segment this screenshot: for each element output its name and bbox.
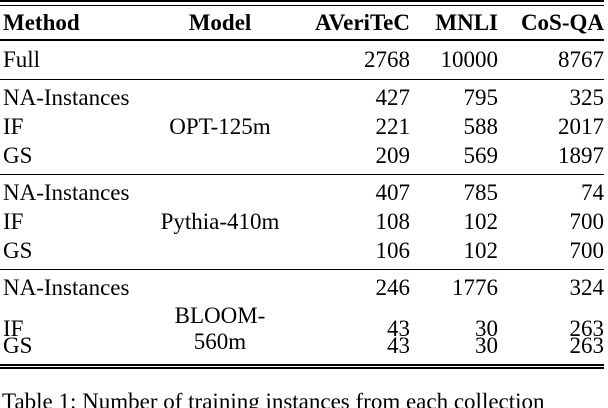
table-row: NA-Instances 427 795 325 <box>0 84 604 113</box>
value-cell: 106 <box>375 238 411 264</box>
top-rule-inner <box>0 4 604 7</box>
method-cell: GS <box>3 333 33 359</box>
table-header-row: Method Model AVeriTeC MNLI CoS-QA <box>0 6 604 39</box>
table-row-full: Full 2768 10000 8767 <box>0 41 604 79</box>
value-cell: 588 <box>463 114 499 140</box>
mid-rule <box>0 78 604 81</box>
value-cell: 407 <box>375 180 411 206</box>
table-row: GS 106 102 700 <box>0 237 604 266</box>
value-cell: 102 <box>463 238 499 264</box>
table-group-opt125m: NA-Instances 427 795 325 IF OPT-125m 221… <box>0 80 604 176</box>
header-mnli: MNLI <box>435 9 498 35</box>
header-rule <box>0 39 604 41</box>
value-cell: 102 <box>463 209 499 235</box>
table-row: NA-Instances 246 1776 324 <box>0 274 604 303</box>
header-method: Method <box>3 9 80 35</box>
value-cell: 569 <box>463 143 499 169</box>
value-cell: 209 <box>375 143 411 169</box>
model-cell: BLOOM-560m <box>174 302 266 354</box>
method-cell: IF <box>3 315 24 341</box>
model-cell: Pythia-410m <box>160 209 280 235</box>
table-group-pythia410m: NA-Instances 407 785 74 IF Pythia-410m 1… <box>0 175 604 271</box>
table-row: IF BLOOM-560m 43 30 263 <box>0 303 604 354</box>
method-cell: GS <box>3 238 33 264</box>
value-cell: 108 <box>375 209 411 235</box>
header-model: Model <box>188 9 252 35</box>
value-cell: 325 <box>569 85 605 111</box>
header-cosqa: CoS-QA <box>520 9 604 35</box>
value-cell: 2768 <box>364 46 410 72</box>
table-row: IF OPT-125m 221 588 2017 <box>0 113 604 142</box>
value-cell: 324 <box>569 275 605 301</box>
method-cell: Full <box>3 46 41 72</box>
model-cell: OPT-125m <box>169 114 271 140</box>
value-cell: 263 <box>569 333 605 359</box>
value-cell: 221 <box>375 114 411 140</box>
value-cell: 1897 <box>558 143 604 169</box>
value-cell: 246 <box>375 275 411 301</box>
table-row: NA-Instances 407 785 74 <box>0 179 604 208</box>
header-averitec: AVeriTeC <box>315 9 410 35</box>
value-cell: 2017 <box>558 114 604 140</box>
method-cell: IF <box>3 114 24 140</box>
table-caption: Table 1: Number of training instances fr… <box>2 388 545 408</box>
value-cell: 1776 <box>452 275 498 301</box>
method-cell: IF <box>3 209 24 235</box>
table-group-bloom560m: NA-Instances 246 1776 324 IF BLOOM-560m … <box>0 270 604 364</box>
value-cell: 30 <box>475 333 498 359</box>
value-cell: 43 <box>387 333 410 359</box>
method-cell: NA-Instances <box>3 275 130 301</box>
value-cell: 74 <box>581 180 604 206</box>
bottom-rule-inner <box>0 367 604 369</box>
value-cell: 43 <box>387 315 410 341</box>
table-row: IF Pythia-410m 108 102 700 <box>0 208 604 237</box>
top-rule-outer <box>0 0 604 3</box>
method-cell: NA-Instances <box>3 180 130 206</box>
value-cell: 8767 <box>558 46 604 72</box>
value-cell: 263 <box>569 315 605 341</box>
value-cell: 10000 <box>440 46 499 72</box>
bottom-rule-outer <box>0 364 604 367</box>
value-cell: 427 <box>375 85 411 111</box>
value-cell: 700 <box>569 238 605 264</box>
value-cell: 30 <box>475 315 498 341</box>
method-cell: GS <box>3 143 33 169</box>
method-cell: NA-Instances <box>3 85 130 111</box>
table-row: GS 209 569 1897 <box>0 142 604 171</box>
value-cell: 795 <box>463 85 499 111</box>
value-cell: 785 <box>463 180 499 206</box>
table-row: GS 43 30 263 <box>0 332 604 361</box>
value-cell: 700 <box>569 209 605 235</box>
